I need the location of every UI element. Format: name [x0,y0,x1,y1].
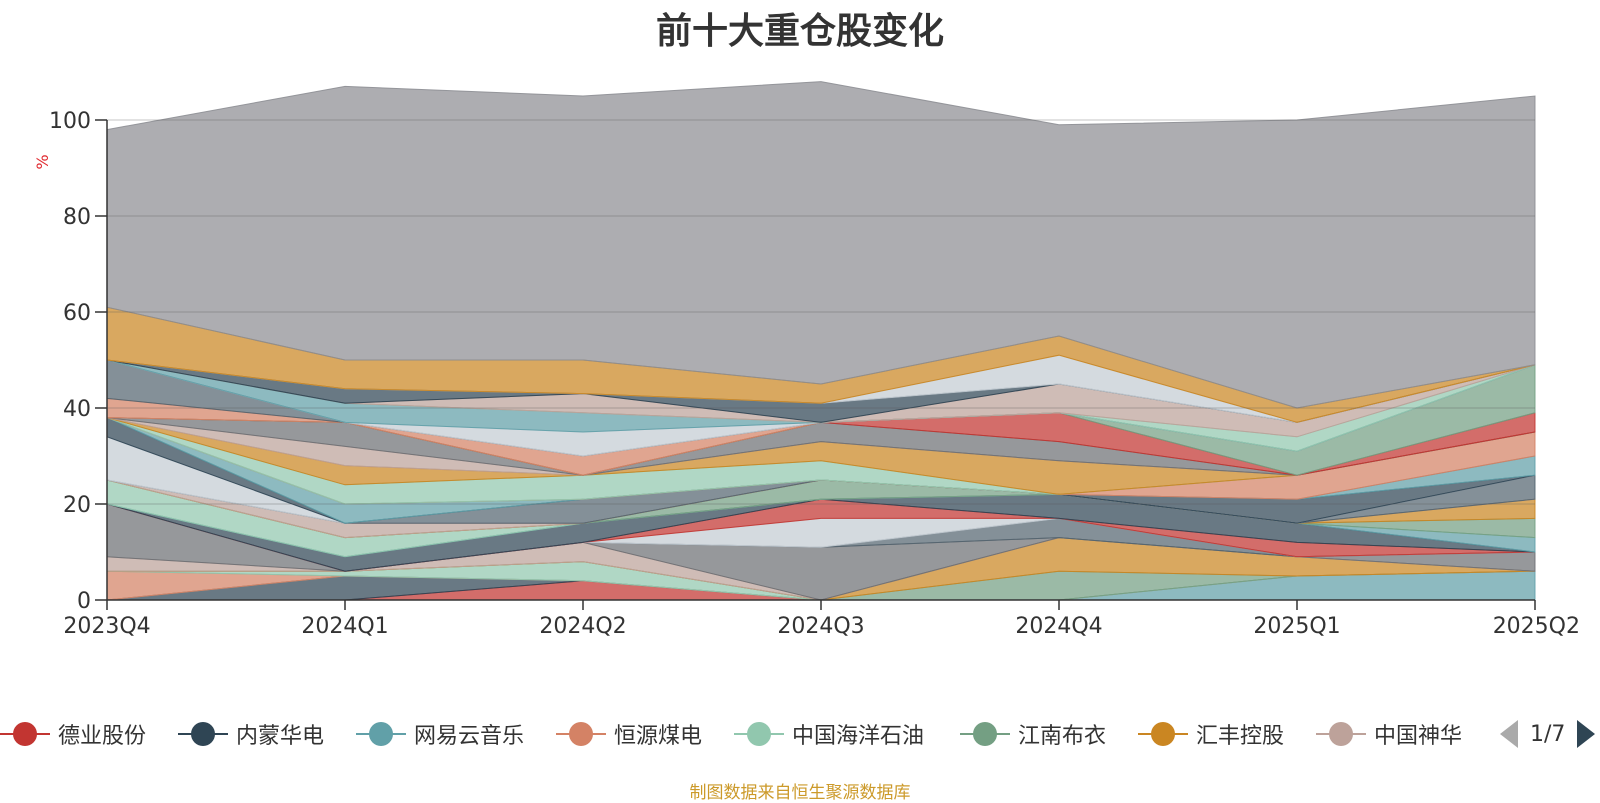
legend-marker-icon [1316,720,1366,748]
legend-marker-icon [0,720,50,748]
legend-marker-icon [356,720,406,748]
area-series-39 [106,81,1536,409]
legend-item[interactable]: 德业股份 [0,716,146,752]
area-series-layer [106,81,1536,601]
y-tick-label: 60 [63,301,91,326]
x-tick-label: 2024Q2 [539,614,626,639]
triangle-right-icon[interactable] [1577,720,1596,748]
legend-item[interactable]: 江南布衣 [960,716,1106,752]
triangle-left-icon[interactable] [1500,720,1518,748]
axes: 0 20 40 60 80 100 2023Q4 2024Q1 2024Q2 2024Q3 2024… [49,109,1580,639]
legend-pager: 1/7 [1500,716,1596,752]
legend-item[interactable]: 网易云音乐 [356,716,524,752]
legend-label: 江南布衣 [1018,724,1107,749]
legend-item[interactable]: 中国神华 [1316,716,1462,752]
y-tick-label: 40 [63,397,91,422]
legend-label: 中国神华 [1374,724,1463,749]
legend-marker-icon [960,720,1010,748]
chart-title: 前十大重仓股变化 [655,11,944,52]
legend-item[interactable]: 内蒙华电 [178,716,324,752]
x-tick-label: 2023Q4 [63,614,150,639]
pager-text: 1/7 [1530,721,1566,747]
legend-item[interactable]: 恒源煤电 [556,716,702,752]
y-tick-label: 100 [49,109,91,134]
legend-marker-icon [178,720,228,748]
x-tick-label: 2024Q1 [301,614,388,639]
gridlines [107,119,1535,505]
y-tick-label: 20 [63,493,91,518]
legend-label: 汇丰控股 [1196,724,1285,749]
legend-label: 德业股份 [58,724,147,749]
x-tick-label: 2025Q2 [1493,614,1580,639]
x-tick-label: 2024Q4 [1015,614,1102,639]
legend-marker-icon [1138,720,1188,748]
legend-item[interactable]: 汇丰控股 [1138,716,1284,752]
legend: 德业股份 内蒙华电 网易云音乐 恒源煤电 中国海洋石油 江南布衣 汇丰控股 中国神华 [0,716,1600,752]
legend-item[interactable]: 中国海洋石油 [734,716,924,752]
y-tick-label: 80 [63,205,91,230]
y-tick-label: 0 [77,589,91,614]
source-note: 制图数据来自恒生聚源数据库 [689,783,911,803]
x-tick-label: 2025Q1 [1253,614,1340,639]
legend-marker-icon [556,720,606,748]
legend-label: 内蒙华电 [236,724,325,749]
legend-label: 网易云音乐 [414,724,525,749]
legend-label: 中国海洋石油 [792,724,925,749]
x-tick-label: 2024Q3 [777,614,864,639]
legend-label: 恒源煤电 [614,724,703,749]
y-axis-label: % [33,154,52,169]
legend-marker-icon [734,720,784,748]
